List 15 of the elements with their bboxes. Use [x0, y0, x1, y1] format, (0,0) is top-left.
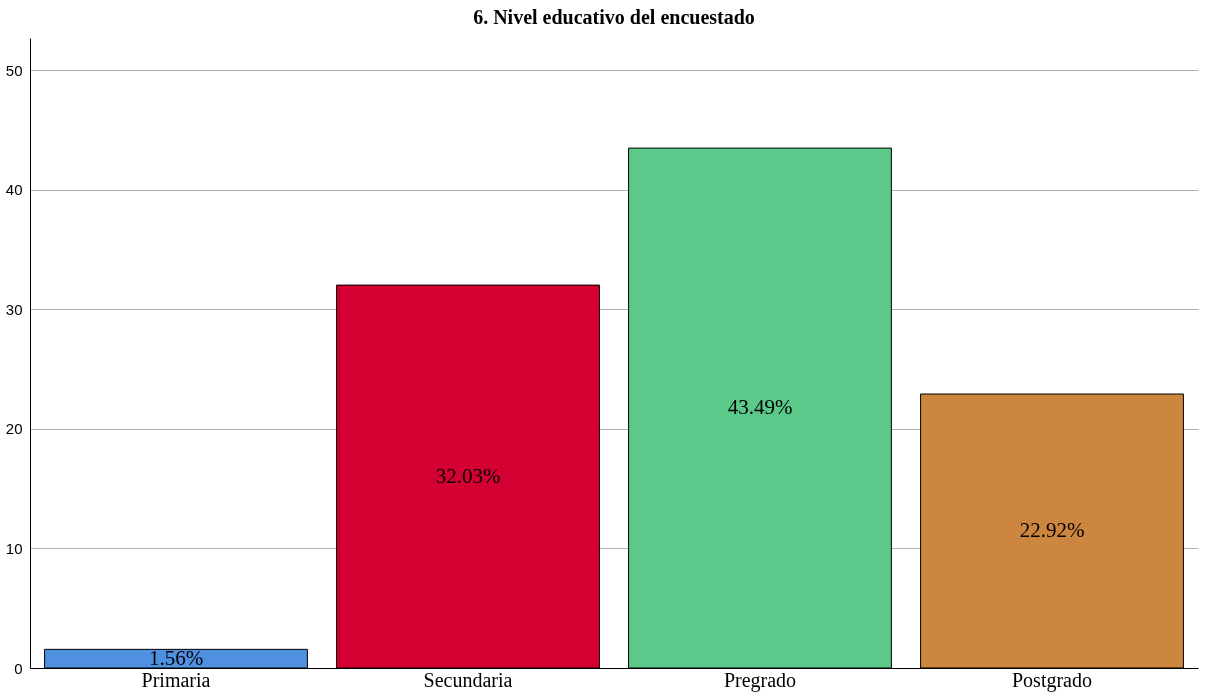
x-tick-label: Secundaria	[423, 668, 513, 691]
y-tick-label: 0	[14, 659, 23, 677]
chart-title: 6. Nivel educativo del encuestado	[473, 6, 755, 28]
x-tick-label: Postgrado	[1012, 668, 1092, 692]
y-tick-label: 10	[5, 539, 23, 557]
y-tick-label: 40	[5, 181, 23, 199]
data-label: 43.49%	[727, 395, 793, 420]
data-label: 32.03%	[435, 463, 501, 488]
x-tick-label: Primaria	[141, 668, 211, 691]
y-tick-label: 50	[5, 61, 23, 79]
y-tick-label: 30	[5, 300, 23, 318]
data-label: 1.56%	[148, 645, 204, 670]
y-tick-label: 20	[5, 420, 23, 438]
x-tick-label: Pregrado	[723, 668, 797, 692]
data-label: 22.92%	[1019, 518, 1085, 542]
